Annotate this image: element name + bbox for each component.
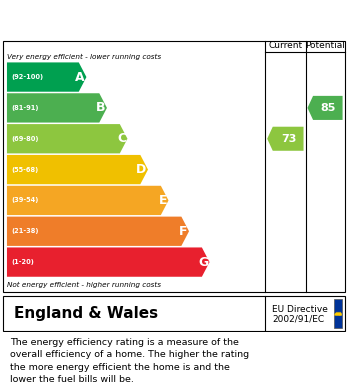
Text: B: B	[96, 101, 105, 115]
Text: Potential: Potential	[305, 41, 345, 50]
Text: (69-80): (69-80)	[11, 136, 39, 142]
Text: (39-54): (39-54)	[11, 197, 39, 203]
Polygon shape	[7, 124, 127, 153]
Text: (55-68): (55-68)	[11, 167, 38, 172]
Polygon shape	[7, 155, 148, 184]
Polygon shape	[7, 248, 209, 277]
Text: G: G	[198, 256, 208, 269]
Text: Current: Current	[268, 41, 302, 50]
Text: E: E	[159, 194, 167, 207]
Text: A: A	[76, 70, 85, 84]
Polygon shape	[7, 217, 189, 246]
Text: 73: 73	[281, 134, 297, 144]
Bar	[334, 300, 342, 328]
Polygon shape	[7, 186, 168, 215]
Text: D: D	[136, 163, 147, 176]
Text: Energy Efficiency Rating: Energy Efficiency Rating	[10, 12, 239, 30]
Polygon shape	[308, 96, 342, 120]
Text: F: F	[179, 225, 188, 238]
Text: 2002/91/EC: 2002/91/EC	[272, 314, 324, 323]
Text: (81-91): (81-91)	[11, 105, 39, 111]
Text: (1-20): (1-20)	[11, 259, 34, 265]
Text: Very energy efficient - lower running costs: Very energy efficient - lower running co…	[7, 54, 161, 60]
Polygon shape	[7, 63, 86, 92]
Text: (21-38): (21-38)	[11, 228, 39, 234]
Text: Not energy efficient - higher running costs: Not energy efficient - higher running co…	[7, 282, 161, 288]
Text: The energy efficiency rating is a measure of the
overall efficiency of a home. T: The energy efficiency rating is a measur…	[10, 338, 250, 384]
Text: 85: 85	[321, 103, 336, 113]
Polygon shape	[267, 127, 303, 151]
Text: C: C	[117, 132, 126, 145]
Text: (92-100): (92-100)	[11, 74, 43, 80]
Text: EU Directive: EU Directive	[272, 305, 328, 314]
Polygon shape	[7, 93, 107, 122]
Text: England & Wales: England & Wales	[14, 306, 158, 321]
